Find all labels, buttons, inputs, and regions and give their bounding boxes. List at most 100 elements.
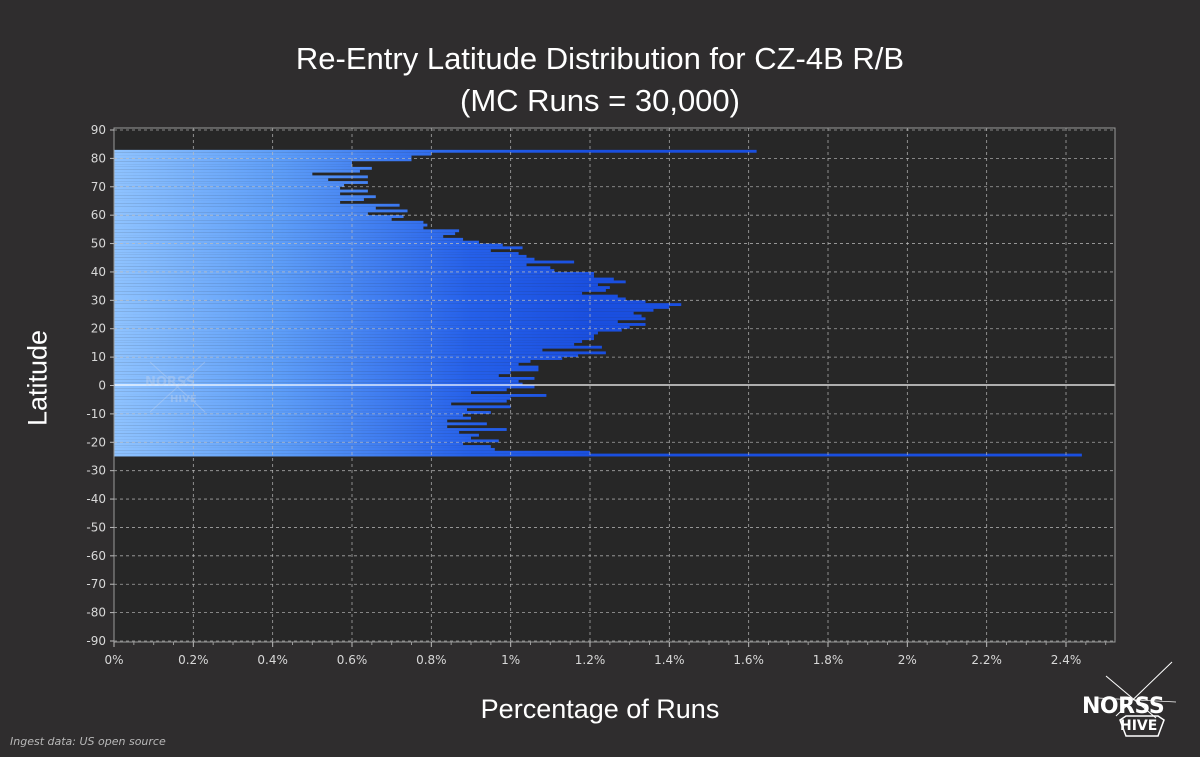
bar	[114, 314, 642, 318]
bar	[114, 354, 579, 358]
bar	[114, 232, 456, 236]
bar	[114, 442, 464, 446]
chart-title: Re-Entry Latitude Distribution for CZ-4B…	[0, 38, 1200, 122]
bar	[114, 453, 1082, 457]
x-tick-label: 0.6%	[337, 653, 368, 667]
bar	[114, 433, 479, 437]
bar	[114, 385, 535, 389]
bar	[114, 391, 471, 395]
bar	[114, 342, 575, 346]
bar	[114, 266, 551, 270]
x-tick-label: 1.6%	[733, 653, 764, 667]
y-tick-label: -60	[86, 549, 106, 563]
x-tick-label: 0.2%	[178, 653, 209, 667]
y-tick-label: 0	[98, 379, 106, 393]
bar	[114, 405, 511, 409]
chart-title-line2: (MC Runs = 30,000)	[460, 83, 740, 118]
bar	[114, 416, 471, 420]
x-tick-label: 2.4%	[1051, 653, 1082, 667]
x-tick-label: 1.8%	[813, 653, 844, 667]
logo-sub: HIVE	[1120, 718, 1158, 734]
svg-text:NORSS: NORSS	[145, 375, 195, 390]
bar	[114, 269, 555, 272]
bar	[114, 155, 412, 159]
bar	[114, 291, 583, 295]
bar	[114, 181, 368, 184]
bar	[114, 175, 368, 179]
bar	[114, 277, 614, 281]
y-tick-label: 70	[91, 180, 106, 194]
bar	[114, 425, 448, 429]
y-tick-label: -40	[86, 492, 106, 506]
y-tick-label: -50	[86, 520, 106, 534]
bar	[114, 240, 479, 244]
bar	[114, 149, 757, 153]
bar	[114, 411, 491, 414]
bar	[114, 306, 670, 309]
bar	[114, 186, 341, 190]
bar	[114, 419, 448, 423]
bar	[114, 206, 376, 210]
bar	[114, 158, 412, 162]
bar	[114, 183, 345, 187]
bar	[114, 447, 495, 451]
source-note: Ingest data: US open source	[10, 735, 166, 748]
bar	[114, 294, 618, 298]
y-tick-label: 20	[91, 322, 106, 336]
bar	[114, 325, 630, 329]
bar	[114, 215, 404, 219]
x-axis-label: Percentage of Runs	[480, 694, 720, 724]
bar	[114, 430, 460, 434]
y-tick-label: -20	[86, 435, 106, 449]
bar	[114, 357, 563, 360]
y-tick-label: 40	[91, 265, 106, 279]
bar	[114, 340, 583, 343]
bar	[114, 229, 460, 233]
bar	[114, 396, 511, 400]
bar	[114, 161, 352, 165]
bar	[114, 379, 519, 383]
bar	[114, 317, 646, 321]
bar	[114, 243, 503, 247]
bar	[114, 345, 602, 349]
bar	[114, 368, 539, 372]
bar	[114, 198, 364, 201]
bar	[114, 413, 464, 417]
bar	[114, 399, 507, 403]
x-tick-label: 1.4%	[654, 653, 685, 667]
x-tick-label: 0.4%	[257, 653, 288, 667]
bar	[114, 166, 372, 170]
bar	[114, 303, 682, 307]
bar	[114, 235, 444, 238]
y-tick-label: 80	[91, 151, 106, 165]
bar	[114, 311, 634, 315]
x-axis-ticks: 0% 0.2% 0.4% 0.6% 0.8% 1% 1.2% 1.4% 1.6% 1.8% 2% 2.…	[104, 642, 1107, 667]
bar	[114, 172, 313, 176]
bar	[114, 334, 594, 338]
norss-hive-logo: NORSS HIVE	[1076, 658, 1194, 750]
bar	[114, 348, 543, 352]
bar	[114, 252, 519, 255]
bar	[114, 359, 531, 363]
bar	[114, 297, 626, 301]
y-tick-label: -10	[86, 407, 106, 421]
bar	[114, 200, 341, 204]
bar	[114, 365, 539, 369]
gridlines	[114, 128, 1115, 642]
y-tick-label: -30	[86, 464, 106, 478]
bar	[114, 271, 594, 275]
bar	[114, 422, 487, 426]
bar	[114, 320, 618, 324]
logo-burst-icon	[1097, 661, 1177, 737]
bar	[114, 189, 368, 193]
bar	[114, 408, 468, 412]
bar	[114, 308, 654, 312]
bar	[114, 283, 598, 287]
bar	[114, 331, 598, 335]
bar	[114, 445, 491, 448]
bar	[114, 371, 511, 375]
bar	[114, 374, 499, 377]
bar	[114, 382, 523, 386]
y-axis-label: Latitude	[22, 329, 53, 427]
svg-text:HIVE: HIVE	[170, 394, 197, 405]
